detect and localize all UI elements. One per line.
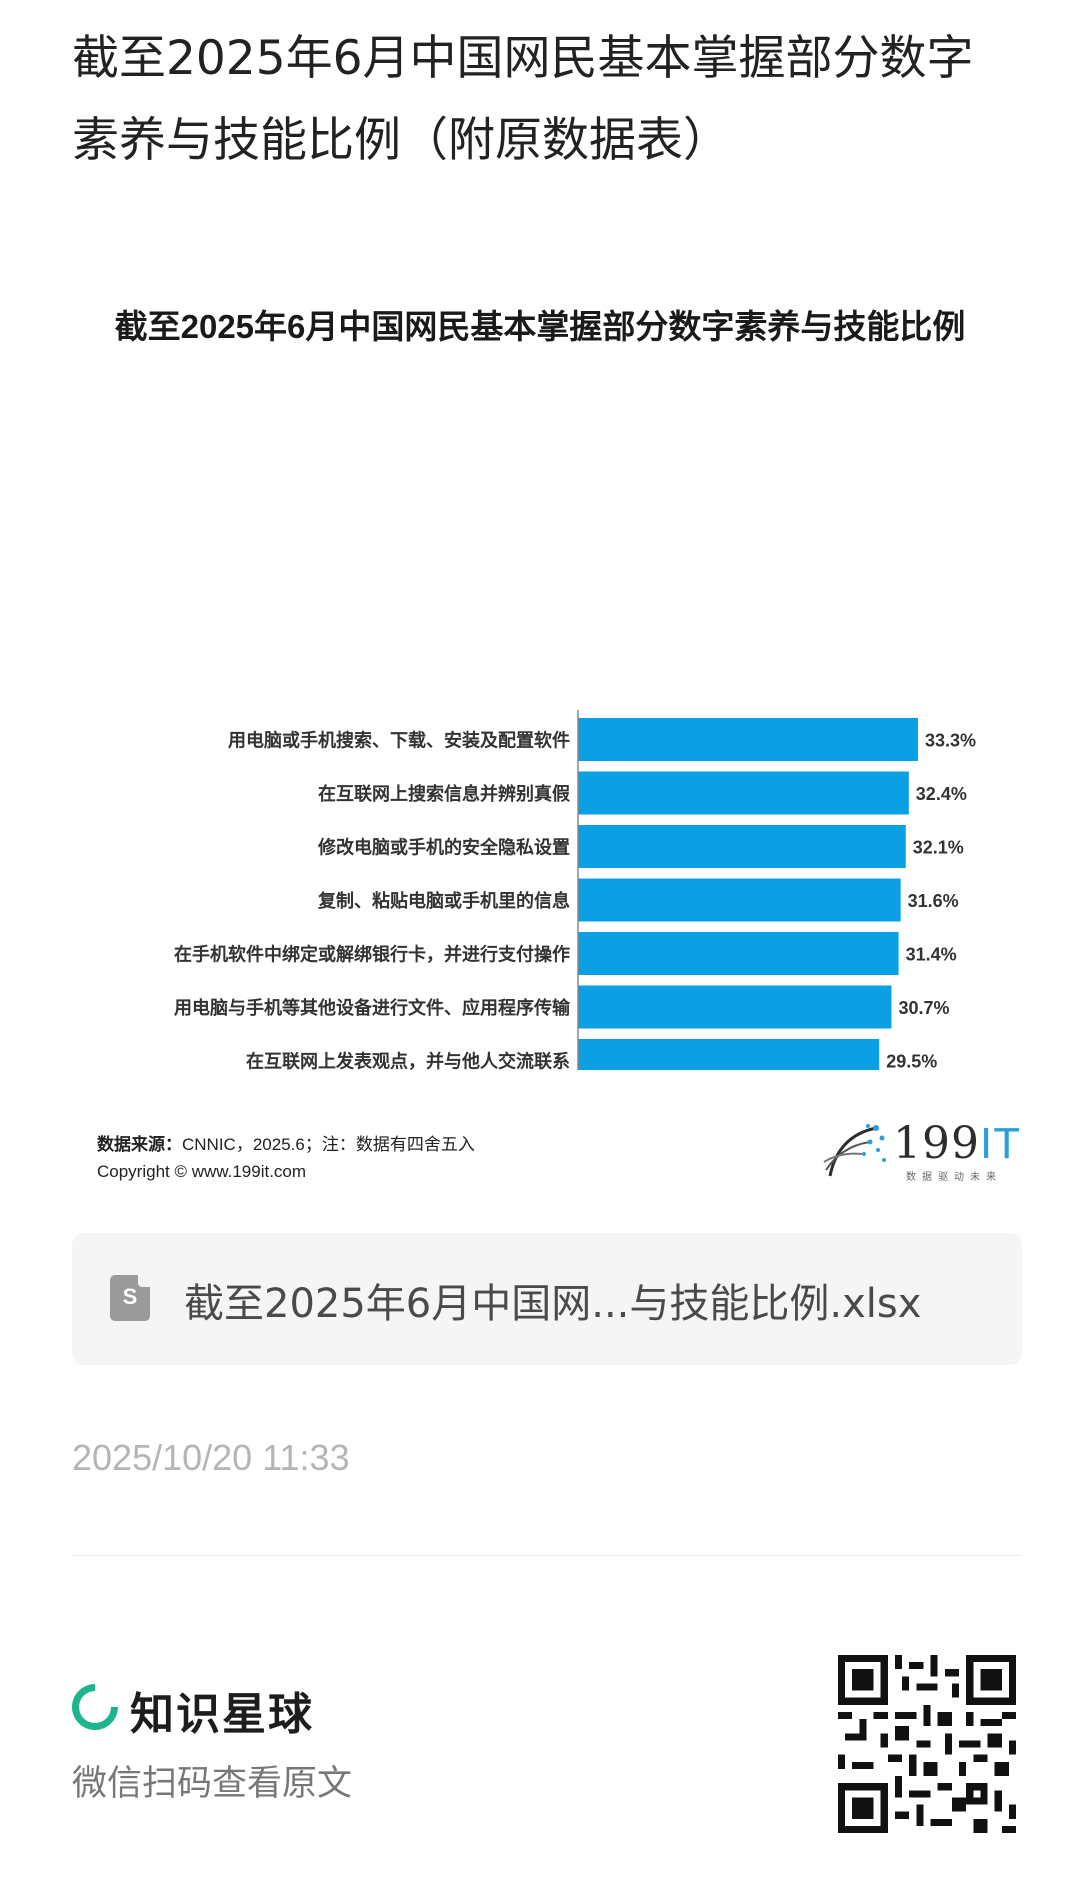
category-label: 在手机软件中绑定或解绑银行卡，并进行支付操作 [174,944,570,965]
bar [578,1039,880,1070]
bar [578,932,899,975]
attachment-card[interactable]: S 截至2025年6月中国网...与技能比例.xlsx [72,1233,1022,1365]
category-label: 复制、粘贴电脑或手机里的信息 [317,890,570,911]
chart-image: 截至2025年6月中国网民基本掌握部分数字素养与技能比例 用电脑或手机搜索、下载… [0,270,1080,1200]
category-label: 用电脑或手机搜索、下载、安装及配置软件 [228,730,570,751]
category-label: 在互联网上搜索信息并辨别真假 [318,783,571,804]
qr-code[interactable] [838,1655,1016,1833]
brand-logo-199it: 199IT 数据驱动未来 [818,1118,1022,1188]
brand-tagline: 数据驱动未来 [906,1172,1002,1183]
value-label: 32.4% [916,784,967,804]
bar [578,718,918,761]
zsxq-logo-icon [62,1674,128,1740]
post-timestamp: 2025/10/20 11:33 [72,1437,350,1478]
category-label: 修改电脑或手机的安全隐私设置 [317,837,570,858]
brand-wordmark: 199IT [893,1118,1022,1169]
value-label: 30.7% [898,998,949,1018]
source-label: 数据来源： [97,1135,182,1154]
file-icon: S [110,1275,150,1321]
source-text: CNNIC，2025.6；注：数据有四舍五入 [182,1135,475,1154]
attachment-file-name[interactable]: 截至2025年6月中国网...与技能比例.xlsx [184,1281,922,1327]
scan-hint: 微信扫码查看原文 [72,1764,353,1804]
bar [578,878,901,922]
bar [578,771,909,815]
value-label: 33.3% [925,731,976,751]
category-label: 在互联网上发表观点，并与他人交流联系 [246,1051,570,1071]
divider [72,1555,1022,1556]
bar [578,985,892,1029]
bar [578,825,906,868]
chart-source: 数据来源：CNNIC，2025.6；注：数据有四舍五入 [97,1130,475,1155]
footer-brand-name: 知识星球 [130,1689,314,1740]
value-label: 31.4% [906,945,957,965]
category-label: 用电脑与手机等其他设备进行文件、应用程序传输 [174,997,571,1018]
value-label: 29.5% [886,1052,937,1071]
value-label: 32.1% [913,838,964,858]
post-title: 截至2025年6月中国网民基本掌握部分数字素养与技能比例（附原数据表） [72,31,974,168]
chart-title: 截至2025年6月中国网民基本掌握部分数字素养与技能比例 [114,308,966,345]
value-label: 31.6% [908,891,959,911]
dandelion-icon [823,1124,886,1177]
chart-copyright: Copyright © www.199it.com [97,1162,307,1181]
bar-chart: 用电脑或手机搜索、下载、安装及配置软件 33.3% 在互联网上搜索信息并辨别真假 32… [174,710,976,1071]
